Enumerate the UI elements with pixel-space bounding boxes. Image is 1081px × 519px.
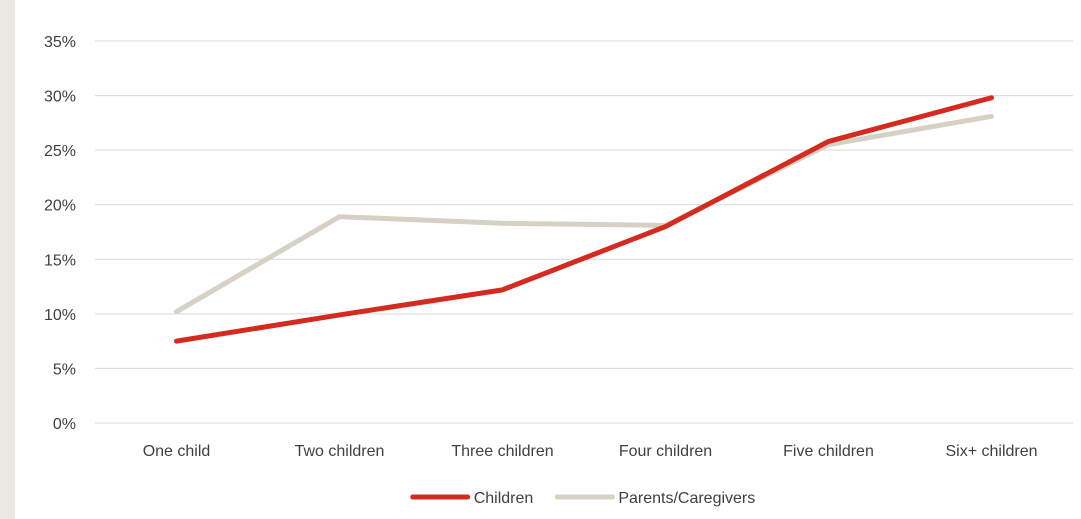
y-tick-label: 5% [53,361,76,378]
gridlines [95,40,1073,424]
legend-label: Parents/Caregivers [618,490,755,507]
x-axis: One child Two children Three children Four … [143,443,1038,460]
y-tick-label: 15% [44,252,76,269]
y-tick-label: 0% [53,416,76,433]
y-tick-label: 25% [44,143,76,160]
y-tick-label: 35% [44,34,76,51]
x-tick-label: Five children [783,443,874,460]
y-tick-label: 20% [44,198,76,215]
series-lines [174,95,994,344]
series-line-children [174,95,994,344]
y-axis: 0% 5% 10% 15% 20% 25% 30% 35% [44,34,76,433]
x-tick-label: Three children [451,443,553,460]
x-tick-label: One child [143,443,211,460]
y-tick-label: 30% [44,89,76,106]
legend: Children Parents/Caregivers [410,490,755,507]
x-tick-label: Four children [619,443,712,460]
y-tick-label: 10% [44,307,76,324]
series-line-parents-caregivers [174,113,994,315]
legend-label: Children [474,490,534,507]
x-tick-label: Two children [295,443,385,460]
x-tick-label: Six+ children [945,443,1037,460]
